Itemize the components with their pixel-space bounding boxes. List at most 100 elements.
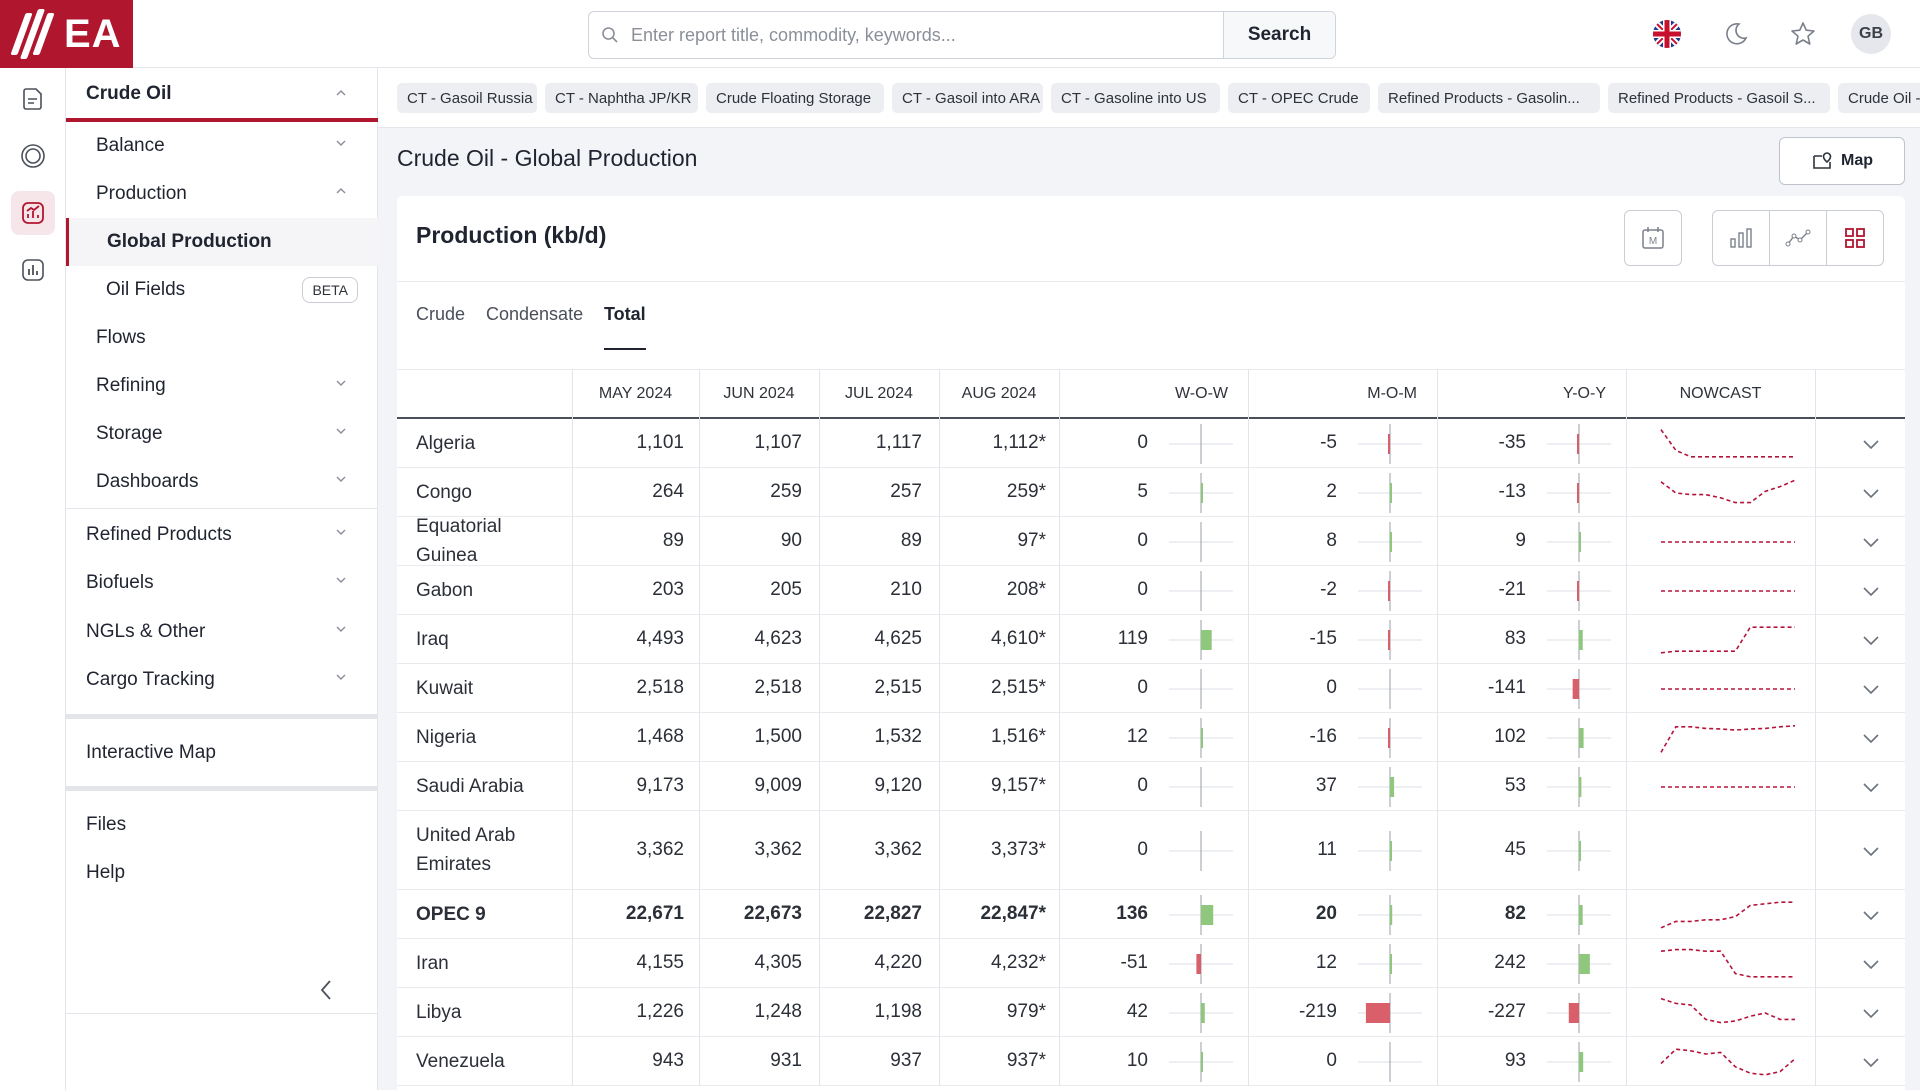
analytics-icon[interactable] bbox=[11, 191, 55, 235]
target-icon[interactable] bbox=[11, 134, 55, 178]
table-row[interactable]: Algeria 1,101 1,107 1,117 1,112* 0 -5 -35 bbox=[397, 419, 1905, 468]
collapse-sidebar-button[interactable] bbox=[312, 970, 340, 1010]
mom-value: -219 bbox=[1298, 1001, 1337, 1022]
report-tab[interactable]: CT - Gasoline into US bbox=[1051, 83, 1220, 113]
bar-view-button[interactable] bbox=[1712, 210, 1770, 266]
yoy-bar bbox=[1547, 619, 1611, 660]
wow-bar bbox=[1169, 943, 1233, 984]
search-button[interactable]: Search bbox=[1223, 12, 1335, 58]
expand-row-icon[interactable] bbox=[1859, 775, 1883, 799]
report-tab[interactable]: Refined Products - Gasolin... bbox=[1378, 83, 1600, 113]
expand-row-icon[interactable] bbox=[1859, 432, 1883, 456]
expand-row-icon[interactable] bbox=[1859, 839, 1883, 863]
nav-section-cargo-tracking[interactable]: Cargo Tracking bbox=[66, 656, 378, 704]
bar-chart-icon[interactable] bbox=[11, 248, 55, 292]
nav-section-ngls[interactable]: NGLs & Other bbox=[66, 608, 378, 656]
table-row[interactable]: Equatorial Guinea 89 90 89 97* 0 8 9 bbox=[397, 516, 1905, 566]
table-row[interactable]: Nigeria 1,468 1,500 1,532 1,516* 12 -16 102 bbox=[397, 713, 1905, 762]
nav-section-biofuels[interactable]: Biofuels bbox=[66, 559, 378, 607]
monthly-calendar-button[interactable]: M bbox=[1624, 210, 1682, 266]
sidebar-item-dashboards[interactable]: Dashboards bbox=[66, 458, 378, 506]
sidebar-item-flows[interactable]: Flows bbox=[66, 314, 378, 362]
sidebar-item-production[interactable]: Production bbox=[66, 170, 378, 218]
uk-flag-icon[interactable] bbox=[1647, 14, 1687, 54]
tab-crude[interactable]: Crude bbox=[416, 304, 466, 324]
nav-interactive-map[interactable]: Interactive Map bbox=[66, 729, 378, 777]
table-row[interactable]: OPEC 9 22,671 22,673 22,827 22,847* 136 20 82 bbox=[397, 890, 1905, 939]
tab-condensate[interactable]: Condensate bbox=[486, 304, 584, 324]
expand-row-icon[interactable] bbox=[1859, 481, 1883, 505]
value-cell: 9,157* bbox=[991, 775, 1046, 796]
report-tab[interactable]: CT - Gasoil Russia bbox=[397, 83, 537, 113]
table-row[interactable]: Iraq 4,493 4,623 4,625 4,610* 119 -15 83 bbox=[397, 615, 1905, 664]
table-row[interactable]: Libya 1,226 1,248 1,198 979* 42 -219 -227 bbox=[397, 988, 1905, 1037]
mom-value: 8 bbox=[1326, 530, 1337, 551]
sidebar-item-global-production[interactable]: Global Production bbox=[66, 218, 378, 266]
logo[interactable]: EA bbox=[0, 0, 133, 68]
table-view-button[interactable] bbox=[1826, 210, 1884, 266]
value-cell: 931 bbox=[770, 1050, 802, 1071]
table-row[interactable]: United Arab Emirates 3,362 3,362 3,362 3,373… bbox=[397, 811, 1905, 890]
nav-section-refined-products[interactable]: Refined Products bbox=[66, 511, 378, 559]
map-button[interactable]: Map bbox=[1779, 137, 1905, 185]
column-divider bbox=[572, 369, 573, 1086]
mom-bar bbox=[1358, 717, 1422, 758]
document-icon[interactable] bbox=[11, 77, 55, 121]
table-row[interactable]: Congo 264 259 257 259* 5 2 -13 bbox=[397, 468, 1905, 517]
column-header[interactable]: MAY 2024 bbox=[598, 385, 673, 402]
report-tab[interactable]: CT - OPEC Crude bbox=[1228, 83, 1370, 113]
column-header[interactable]: JUN 2024 bbox=[723, 385, 795, 402]
sidebar-item-oil-fields[interactable]: Oil Fields BETA bbox=[66, 266, 378, 314]
column-header[interactable]: NOWCAST bbox=[1679, 385, 1762, 402]
sidebar-item-storage[interactable]: Storage bbox=[66, 410, 378, 458]
mom-bar bbox=[1358, 1041, 1422, 1082]
table-row[interactable]: Iran 4,155 4,305 4,220 4,232* -51 12 242 bbox=[397, 939, 1905, 988]
beta-badge: BETA bbox=[302, 277, 358, 303]
chevron-left-icon bbox=[320, 980, 331, 1000]
moon-icon[interactable] bbox=[1716, 14, 1756, 54]
nav-section-crude-oil[interactable]: Crude Oil bbox=[66, 68, 378, 120]
column-header[interactable]: AUG 2024 bbox=[961, 385, 1037, 402]
search-input[interactable] bbox=[631, 12, 1223, 58]
sidebar-item-label: Global Production bbox=[107, 231, 272, 252]
value-cell: 203 bbox=[652, 579, 684, 600]
expand-row-icon[interactable] bbox=[1859, 726, 1883, 750]
avatar[interactable]: GB bbox=[1851, 14, 1891, 54]
report-tab[interactable]: Crude Floating Storage bbox=[706, 83, 884, 113]
expand-row-icon[interactable] bbox=[1859, 1001, 1883, 1025]
expand-row-icon[interactable] bbox=[1859, 579, 1883, 603]
expand-row-icon[interactable] bbox=[1859, 903, 1883, 927]
value-cell: 1,500 bbox=[754, 726, 802, 747]
nav-files[interactable]: Files bbox=[66, 801, 378, 849]
report-tab[interactable]: Refined Products - Gasoil S... bbox=[1608, 83, 1830, 113]
line-view-button[interactable] bbox=[1769, 210, 1827, 266]
tab-total[interactable]: Total bbox=[604, 304, 646, 324]
star-icon[interactable] bbox=[1783, 14, 1823, 54]
value-cell: 3,362 bbox=[754, 839, 802, 860]
table-row[interactable]: Kuwait 2,518 2,518 2,515 2,515* 0 0 -141 bbox=[397, 664, 1905, 713]
column-header[interactable]: JUL 2024 bbox=[845, 385, 913, 402]
report-tab[interactable]: CT - Gasoil into ARA bbox=[892, 83, 1043, 113]
column-header[interactable]: M-O-M bbox=[1367, 385, 1417, 402]
expand-row-icon[interactable] bbox=[1859, 952, 1883, 976]
nav-help[interactable]: Help bbox=[66, 849, 378, 897]
column-header[interactable]: Y-O-Y bbox=[1563, 385, 1606, 402]
expand-row-icon[interactable] bbox=[1859, 628, 1883, 652]
country-name: Kuwait bbox=[416, 677, 474, 699]
expand-row-icon[interactable] bbox=[1859, 1050, 1883, 1074]
logo-text: EA bbox=[64, 11, 122, 56]
table-row[interactable]: Venezuela 943 931 937 937* 10 0 93 bbox=[397, 1037, 1905, 1086]
report-tab[interactable]: CT - Naphtha JP/KR bbox=[545, 83, 698, 113]
expand-row-icon[interactable] bbox=[1859, 677, 1883, 701]
column-divider bbox=[1815, 369, 1816, 1086]
table-row[interactable]: Gabon 203 205 210 208* 0 -2 -21 bbox=[397, 566, 1905, 615]
value-cell: 9,009 bbox=[754, 775, 802, 796]
table-row[interactable]: Saudi Arabia 9,173 9,009 9,120 9,157* 0 37 53 bbox=[397, 762, 1905, 811]
sidebar-item-refining[interactable]: Refining bbox=[66, 362, 378, 410]
report-tab[interactable]: Crude Oil - bbox=[1838, 83, 1920, 113]
value-cell: 208* bbox=[1006, 579, 1046, 600]
sidebar-item-balance[interactable]: Balance bbox=[66, 122, 378, 170]
value-cell: 4,305 bbox=[754, 952, 802, 973]
column-header[interactable]: W-O-W bbox=[1174, 385, 1228, 402]
expand-row-icon[interactable] bbox=[1859, 530, 1883, 554]
